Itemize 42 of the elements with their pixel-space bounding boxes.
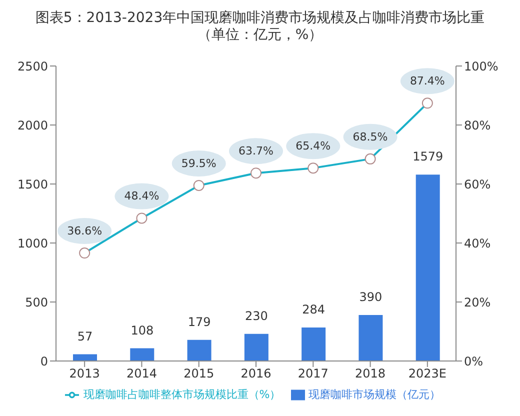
data-label: 36.6%: [67, 224, 102, 238]
x-tick-label: 2023E: [408, 366, 446, 381]
data-label: 230: [244, 308, 268, 323]
x-tick-label: 2015: [184, 366, 214, 381]
data-label: 59.5%: [181, 156, 216, 170]
data-label: 48.4%: [124, 190, 160, 203]
x-tick-label: 2016: [240, 366, 272, 381]
data-label: 68.5%: [352, 130, 388, 144]
bar: [358, 314, 383, 361]
data-label: 63.7%: [238, 144, 274, 158]
data-label: 1579: [412, 150, 444, 164]
data-label: 57: [77, 329, 93, 344]
data-label: 179: [188, 314, 211, 329]
legend-label: 现磨咖啡市场规模（亿元）: [308, 388, 441, 401]
x-tick-label: 2013: [69, 366, 100, 381]
y2-tick-label: 80%: [464, 118, 491, 132]
data-label: 390: [359, 290, 382, 304]
chart-title: 图表5：2013-2023年中国现磨咖啡消费市场规模及占咖啡消费市场比重（单位：亿元，%）: [34, 9, 486, 45]
y2-tick-label: 40%: [464, 236, 491, 250]
y-tick-label: 0: [40, 354, 48, 368]
y2-tick-label: 0%: [464, 354, 484, 368]
y-tick-label: 2000: [17, 118, 48, 132]
legend-label: 现磨咖啡占咖啡整体市场规模比重（%）: [83, 388, 281, 401]
y-tick-label: 1500: [17, 177, 48, 192]
y2-tick-label: 20%: [464, 295, 491, 310]
data-label: 65.4%: [296, 140, 331, 153]
data-label: 87.4%: [410, 74, 445, 88]
bar: [416, 174, 440, 361]
data-label: 284: [302, 302, 326, 316]
x-tick-label: 2014: [126, 366, 157, 381]
bar: [244, 334, 268, 361]
bar: [187, 340, 212, 361]
x-tick-label: 2017: [298, 366, 328, 381]
bar: [302, 327, 326, 361]
y-tick-label: 500: [25, 295, 48, 310]
y-tick-label: 2500: [17, 59, 48, 74]
bar: [130, 348, 154, 361]
y-tick-label: 1000: [17, 236, 48, 250]
y2-tick-label: 100%: [464, 59, 498, 74]
y2-tick-label: 60%: [464, 177, 491, 192]
data-label: 108: [130, 323, 154, 338]
x-tick-label: 2018: [355, 366, 386, 381]
